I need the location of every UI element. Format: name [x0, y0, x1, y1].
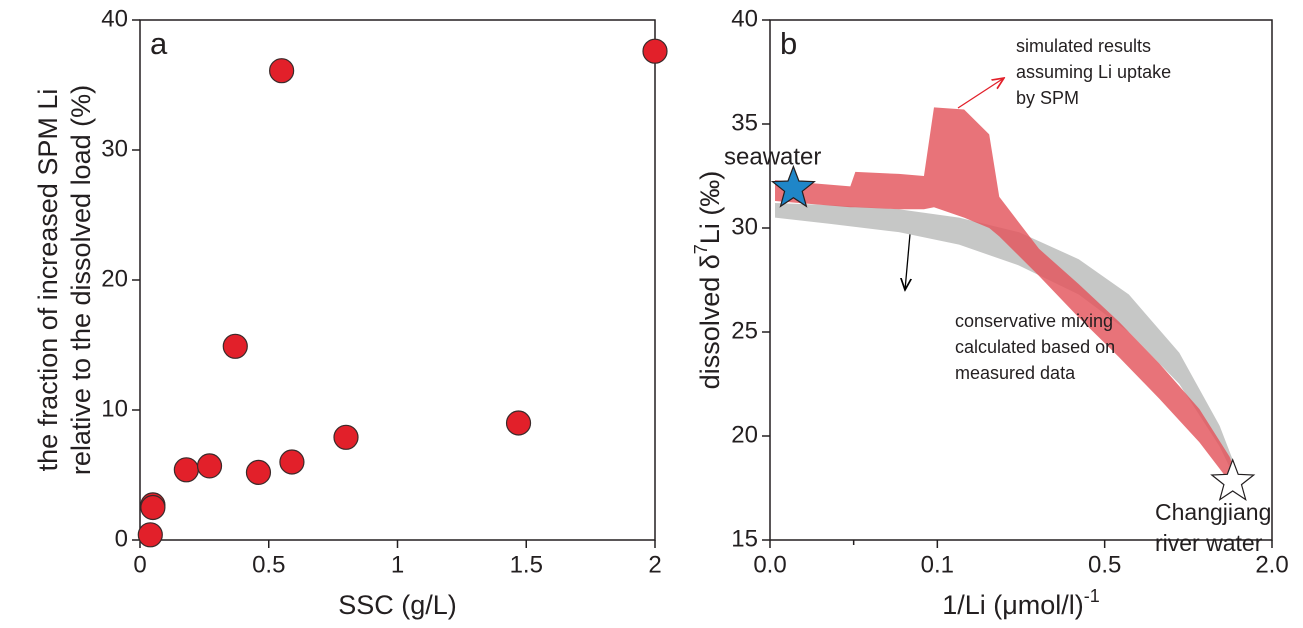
y-tick-label: 15 [731, 525, 758, 552]
annotation: assuming Li uptake [1016, 62, 1171, 82]
x-axis-label: 1/Li (μmol/l)-1 [942, 586, 1100, 620]
data-point [245, 459, 272, 485]
x-tick-label: 2 [648, 551, 661, 578]
y-tick-label: 20 [101, 265, 128, 292]
panel-label: a [150, 26, 168, 61]
annotation: conservative mixing [955, 311, 1113, 331]
x-tick-label: 0.5 [252, 551, 285, 578]
y-tick-label: 20 [731, 421, 758, 448]
annotation: calculated based on [955, 337, 1115, 357]
x-tick-label: 0.1 [921, 551, 954, 578]
panel: 0.0 0.1 0.5 2.0 15 20 25 30 35 40 b 1/Li (μmol/l)-1… [691, 5, 1289, 620]
data-point [269, 58, 295, 84]
y-tick-label: 10 [101, 395, 128, 422]
y-tick-label: 40 [101, 5, 128, 32]
data-point [173, 457, 199, 483]
y-axis-label-text: Li (‰) [695, 171, 725, 245]
y-tick-label: 35 [731, 109, 758, 136]
data-point [505, 410, 532, 436]
marker-label: river water [1155, 530, 1263, 556]
data-point [140, 494, 166, 521]
band [775, 107, 1240, 486]
y-tick-label: 30 [731, 213, 758, 240]
data-point [137, 522, 163, 548]
y-axis-label-sup: 7 [691, 244, 711, 254]
marker-label: Changjiang [1155, 499, 1271, 525]
x-tick-label: 2.0 [1255, 551, 1288, 578]
band [775, 203, 1240, 489]
data-point [279, 449, 305, 475]
y-axis-label: relative to the dissolved load (%) [66, 85, 96, 475]
x-tick-label: 1.5 [510, 551, 543, 578]
y-tick-label: 30 [101, 135, 128, 162]
y-axis-label-text: dissolved δ [695, 254, 725, 389]
x-axis-label: SSC (g/L) [338, 590, 457, 620]
data-point [196, 453, 223, 479]
x-tick-label: 0.5 [1088, 551, 1121, 578]
annotation: simulated results [1016, 36, 1151, 56]
x-axis-label-sup: -1 [1084, 586, 1100, 606]
x-tick-label: 0.0 [753, 551, 786, 578]
x-tick-label: 0 [133, 551, 146, 578]
annotation-arrow [957, 78, 1004, 109]
y-axis-label: the fraction of increased SPM Li [33, 89, 63, 472]
data-point [642, 38, 668, 64]
annotation: by SPM [1016, 88, 1079, 108]
marker-label: seawater [724, 143, 821, 170]
y-tick-label: 0 [115, 525, 128, 552]
y-tick-label: 40 [731, 5, 758, 32]
plot-frame [769, 19, 1273, 541]
star-marker [1210, 458, 1256, 501]
panel-label: b [780, 26, 797, 61]
x-tick-label: 1 [391, 551, 404, 578]
y-axis-label: dissolved δ7Li (‰) [691, 171, 725, 390]
annotation: measured data [955, 363, 1076, 383]
star-marker [770, 164, 816, 208]
x-axis-label-text: 1/Li (μmol/l) [942, 590, 1084, 620]
data-point [333, 424, 359, 450]
data-point [222, 333, 248, 359]
y-tick-label: 25 [731, 317, 758, 344]
